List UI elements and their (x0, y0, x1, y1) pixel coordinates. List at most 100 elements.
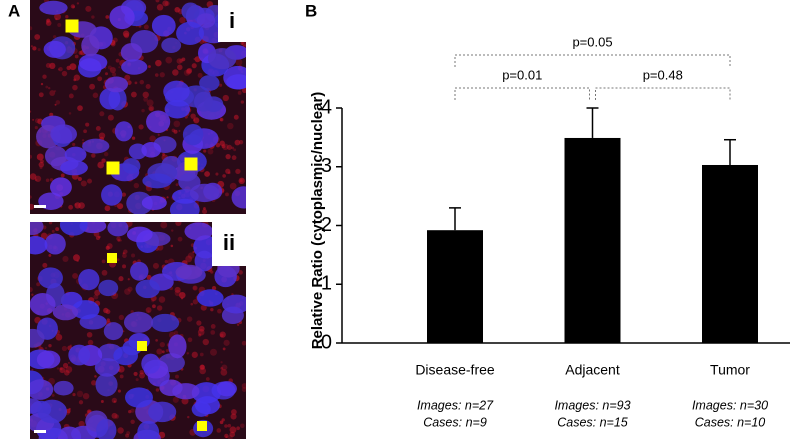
speckle (49, 62, 56, 69)
speckle (215, 142, 221, 148)
speckle (77, 176, 82, 182)
speckle (51, 229, 55, 233)
speckle (98, 235, 101, 239)
nucleus (36, 350, 61, 369)
speckle (174, 6, 181, 13)
speckle (30, 26, 33, 31)
speckle (133, 371, 138, 376)
speckle (66, 65, 71, 71)
speckle (240, 41, 244, 45)
speckle (126, 431, 131, 435)
speckle (186, 316, 193, 322)
nucleus (196, 13, 216, 28)
speckle (92, 92, 99, 99)
nucleus (60, 160, 88, 176)
speckle (68, 93, 74, 99)
nucleus (43, 40, 66, 58)
speckle (55, 227, 60, 232)
speckle (145, 307, 152, 313)
nucleus (196, 289, 224, 307)
speckle (162, 0, 169, 7)
speckle (218, 83, 223, 87)
y-tick-label: 2 (321, 214, 332, 236)
speckle (175, 183, 179, 187)
speckle (45, 85, 49, 89)
speckle (127, 278, 130, 281)
nucleus (137, 420, 160, 439)
speckle (67, 361, 70, 364)
speckle (40, 232, 48, 240)
speckle (231, 146, 235, 150)
speckle (223, 339, 230, 346)
speckle (101, 259, 106, 264)
speckle (104, 205, 111, 212)
speckle (176, 58, 183, 64)
speckle (125, 433, 130, 438)
speckle (34, 118, 40, 124)
speckle (56, 367, 60, 370)
nucleus (123, 311, 154, 333)
speckle (170, 244, 174, 248)
speckle (139, 369, 144, 375)
nucleus (38, 267, 63, 289)
speckle (200, 304, 207, 311)
speckle (38, 92, 44, 98)
speckle (190, 302, 194, 306)
speckle (199, 352, 204, 357)
speckle (181, 57, 186, 62)
speckle (155, 388, 160, 392)
speckle (58, 66, 63, 72)
nucleus (130, 261, 149, 281)
speckle (236, 426, 240, 431)
speckle (155, 59, 162, 67)
speckle (217, 308, 222, 314)
image-label: ii (223, 230, 235, 255)
nucleus (96, 418, 117, 439)
speckle (227, 423, 232, 428)
speckle (83, 129, 87, 134)
speckle (185, 255, 193, 263)
speckle (30, 286, 33, 293)
sample-info: Cases: n=9 (423, 415, 487, 429)
speckle (146, 99, 154, 107)
speckle (146, 274, 152, 280)
speckle (148, 105, 155, 112)
speckle (139, 79, 145, 85)
nucleus (122, 158, 141, 174)
nucleus (176, 21, 204, 45)
speckle (192, 299, 199, 305)
speckle (191, 351, 198, 358)
speckle (48, 253, 52, 257)
speckle (143, 96, 149, 102)
speckle (45, 62, 51, 69)
speckle (198, 325, 205, 332)
speckle (221, 364, 228, 371)
speckle (95, 126, 101, 131)
speckle (106, 246, 109, 249)
speckle (152, 262, 159, 269)
speckle (172, 69, 179, 76)
nucleus (82, 138, 110, 154)
nucleus (122, 340, 142, 356)
micrograph (30, 0, 246, 214)
speckle (186, 68, 193, 74)
speckle (165, 56, 173, 64)
nucleus (50, 124, 77, 144)
speckle (231, 155, 237, 161)
y-axis-label: Relative Ratio (cytoplasmic/nuclear) (309, 92, 326, 350)
speckle (130, 408, 135, 413)
nucleus (30, 328, 45, 348)
speckle (135, 378, 139, 382)
speckle (109, 66, 116, 74)
speckle (164, 1, 170, 6)
speckle (220, 366, 224, 370)
nucleus (175, 264, 203, 280)
nucleus (124, 387, 153, 408)
speckle (179, 16, 186, 24)
speckle (225, 168, 231, 174)
speckle (114, 414, 119, 419)
speckle (130, 91, 137, 98)
speckle (229, 431, 236, 438)
nucleus (78, 53, 108, 72)
speckle (131, 136, 136, 140)
